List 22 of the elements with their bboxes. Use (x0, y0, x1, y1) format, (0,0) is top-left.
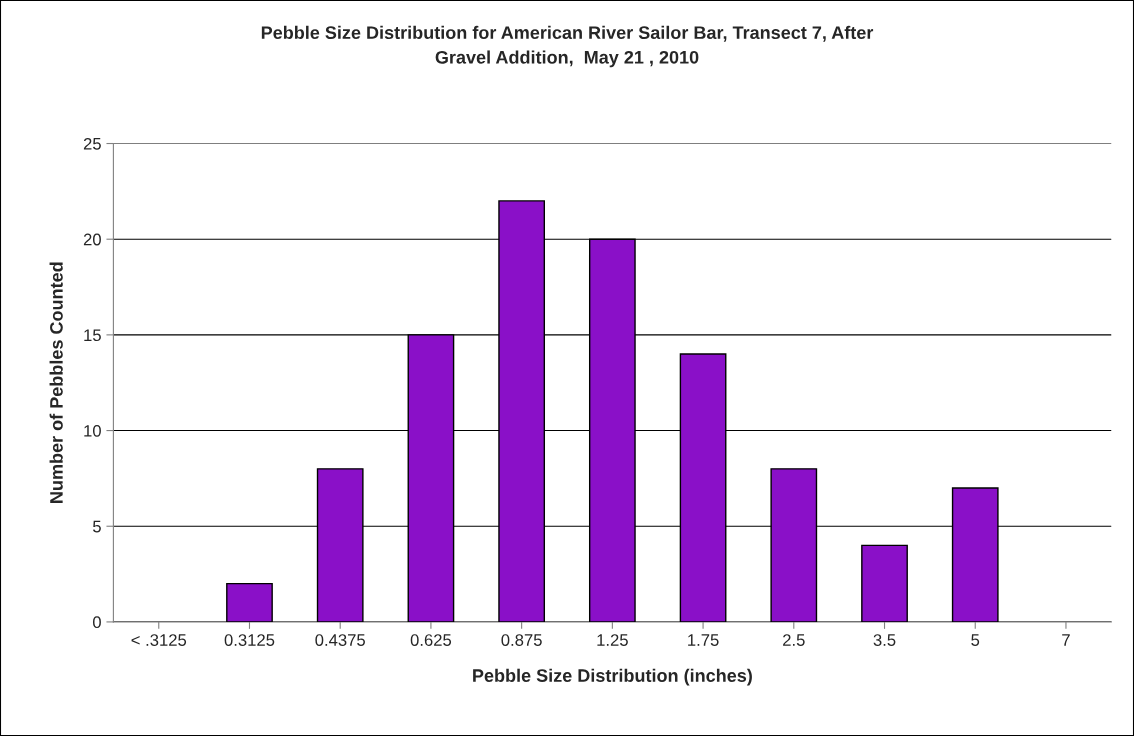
x-tick-label: < .3125 (131, 634, 187, 646)
x-tick-label: 1.75 (688, 634, 719, 646)
y-tick-label: 5 (92, 520, 101, 533)
y-tick-label: 20 (83, 233, 101, 246)
x-tick-label: 5 (971, 634, 980, 646)
x-tick-label: 0.4375 (315, 634, 365, 646)
y-tick-label: 10 (84, 424, 101, 437)
y-axis-title: Number of Pebbles Counted (49, 262, 63, 503)
y-tick-label: 15 (84, 329, 101, 342)
x-tick-label: 7 (1062, 634, 1070, 646)
x-tick-label: 0.625 (410, 634, 452, 646)
chart-title: Pebble Size Distribution for American River Sailor Bar, Transect 7, After Gravel Addition, May 21 , 2010 (261, 25, 874, 68)
x-tick-label: 1.25 (597, 634, 628, 646)
bar (226, 582, 273, 622)
x-tick-label: 0.3125 (224, 634, 275, 646)
x-tick-label: 2.5 (783, 634, 805, 646)
x-axis-title: Pebble Size Distribution (inches) (473, 668, 752, 686)
y-tick-label: 0 (92, 616, 101, 629)
x-tick-label: 0.875 (501, 634, 542, 646)
bar (861, 544, 908, 622)
y-tick-label: 25 (83, 137, 101, 150)
x-tick-label: 3.5 (873, 634, 896, 646)
